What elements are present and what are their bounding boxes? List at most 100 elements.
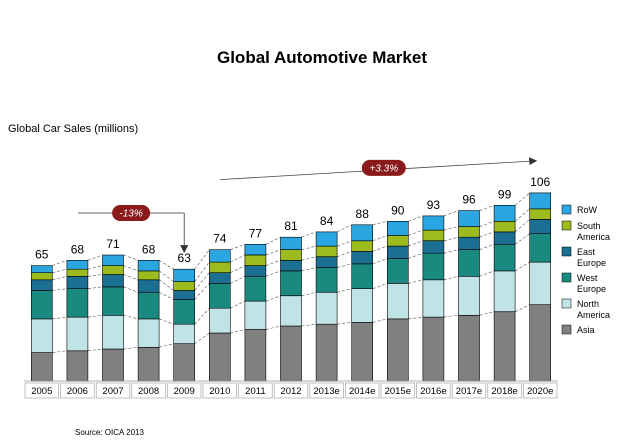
x-tick-box-2008 <box>131 382 166 399</box>
bar-west-europe-2014e <box>351 263 374 289</box>
bar-asia-2010 <box>209 332 231 382</box>
bar-south-america-2009 <box>173 281 195 291</box>
total-label-2006: 68 <box>71 242 85 256</box>
total-label-2017e: 96 <box>462 193 476 207</box>
y-axis-label: Global Car Sales (millions) <box>8 123 138 135</box>
legend-swatch-row <box>561 204 572 215</box>
total-label-2007: 71 <box>106 237 120 251</box>
connector-south-america-2013e <box>336 240 352 247</box>
legend-label-north-america-1: America <box>577 310 610 320</box>
connector-asia-2016e <box>443 315 459 318</box>
total-label-2012: 81 <box>284 219 298 233</box>
x-tick-box-2015e <box>380 382 415 399</box>
bar-row-2006 <box>66 259 89 270</box>
source-note: Source: OICA 2013 <box>75 428 144 437</box>
total-label-2005: 65 <box>35 248 49 262</box>
x-tick-box-2010 <box>202 382 237 399</box>
x-tick-box-2016e <box>416 382 451 399</box>
bar-north-america-2020e <box>529 261 552 306</box>
connector-east-europe-2005 <box>52 276 67 281</box>
x-tick-label-2010: 2010 <box>209 386 230 397</box>
x-tick-label-2008: 2008 <box>138 386 159 397</box>
connector-asia-2008 <box>159 343 174 348</box>
connector-east-europe-2012 <box>301 256 317 261</box>
bar-east-europe-2009 <box>173 290 195 300</box>
connector-north-america-2013e <box>337 288 352 293</box>
bar-east-europe-2017e <box>458 236 480 250</box>
connector-row-2011 <box>265 236 281 245</box>
bar-west-europe-2007 <box>102 286 124 316</box>
connector-asia-2011 <box>265 325 281 330</box>
connector-south-america-2016e <box>443 226 459 231</box>
bar-east-europe-2013e <box>315 256 338 268</box>
bar-north-america-2011 <box>244 300 267 330</box>
annotation-badge-1 <box>361 159 406 176</box>
bar-west-europe-2008 <box>137 291 160 320</box>
bar-east-europe-2015e <box>386 245 409 259</box>
connector-south-america-2007 <box>123 265 139 272</box>
connector-west-europe-2008 <box>158 292 174 300</box>
connector-row-2008 <box>158 260 174 270</box>
connector-asia-2014e <box>372 318 388 323</box>
connector-east-europe-2016e <box>443 236 459 242</box>
x-tick-label-2020e: 2020e <box>527 386 553 397</box>
annotation-label-1: +3.3% <box>369 163 398 174</box>
connector-asia-2013e <box>337 322 352 325</box>
connector-asia-2009 <box>194 332 210 344</box>
connector-south-america-2008 <box>158 270 174 282</box>
connector-west-europe-2017e <box>479 244 495 250</box>
total-label-2011: 77 <box>249 226 263 240</box>
bar-asia-2015e <box>386 318 409 382</box>
connector-north-america-2011 <box>265 295 281 302</box>
x-tick-box-2013e <box>309 382 344 399</box>
bar-south-america-2008 <box>137 270 160 281</box>
connector-north-america-2007 <box>123 315 139 320</box>
bar-north-america-2013e <box>315 291 338 325</box>
total-label-2013e: 84 <box>320 214 334 228</box>
legend-swatch-west-europe <box>561 272 572 283</box>
bar-north-america-2016e <box>422 279 445 318</box>
x-tick-box-2006 <box>60 382 95 399</box>
connector-asia-2006 <box>87 348 103 352</box>
bar-asia-2014e <box>351 322 374 382</box>
x-tick-label-2014e: 2014e <box>349 386 375 397</box>
bar-north-america-2009 <box>173 323 195 345</box>
connector-row-2009 <box>194 249 210 270</box>
connector-north-america-2008 <box>158 318 174 325</box>
x-tick-label-2011: 2011 <box>245 386 265 397</box>
legend-label-row: RoW <box>577 205 598 215</box>
connector-east-europe-2014e <box>372 245 388 252</box>
bar-west-europe-2005 <box>30 290 53 320</box>
connector-west-europe-2006 <box>87 286 103 289</box>
connector-row-2005 <box>52 260 68 266</box>
x-tick-box-2005 <box>24 382 59 399</box>
connector-east-europe-2015e <box>408 240 424 247</box>
bar-west-europe-2020e <box>529 233 552 263</box>
bar-north-america-2018e <box>493 270 516 312</box>
legend-swatch-south-america <box>561 220 572 231</box>
bars <box>30 192 552 382</box>
legend: RoWSouthAmericaEastEuropeWestEuropeNorth… <box>561 204 610 335</box>
bar-east-europe-2005 <box>30 279 53 291</box>
x-tick-box-2011 <box>238 382 273 399</box>
bar-asia-2018e <box>493 311 516 382</box>
x-tick-label-2005: 2005 <box>31 386 52 397</box>
connector-asia-2005 <box>52 350 67 353</box>
bar-north-america-2012 <box>280 295 302 327</box>
bar-row-2011 <box>244 244 267 256</box>
connector-south-america-2014e <box>372 235 388 242</box>
bar-asia-2016e <box>422 316 445 382</box>
total-label-2020e: 106 <box>530 175 550 189</box>
connector-west-europe-2015e <box>408 252 424 259</box>
connector-east-europe-2008 <box>158 279 174 291</box>
total-label-2015e: 90 <box>391 203 405 217</box>
bar-asia-2006 <box>66 350 89 382</box>
total-label-2010: 74 <box>213 232 227 246</box>
bar-asia-2008 <box>137 346 160 382</box>
x-tick-label-2007: 2007 <box>102 386 123 397</box>
bar-row-2017e <box>458 210 480 227</box>
connector-south-america-2005 <box>52 268 67 273</box>
bar-west-europe-2015e <box>386 258 409 284</box>
annotations: -13% +3.3% <box>78 157 538 254</box>
connector-row-2013e <box>336 224 352 233</box>
